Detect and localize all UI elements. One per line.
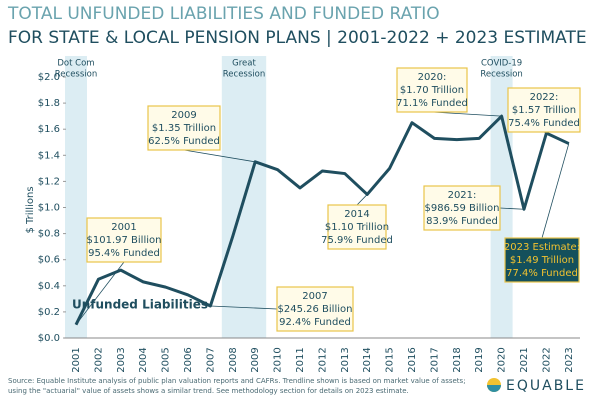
annotation-box xyxy=(327,204,387,250)
annotation-text: 75.9% Funded xyxy=(321,235,393,246)
x-tick-label: 2005 xyxy=(161,347,172,372)
x-tick-label: 2009 xyxy=(250,347,261,372)
logo: EQUABLE xyxy=(487,378,586,394)
annotation-box xyxy=(504,237,580,283)
x-tick-label: 2002 xyxy=(93,347,104,372)
annotation-text: 2020: xyxy=(418,72,447,83)
x-tick-label: 2003 xyxy=(116,347,127,372)
annotation-box xyxy=(276,286,354,332)
recession-label: Recession xyxy=(223,70,265,80)
y-tick-label: $1.4 xyxy=(38,150,60,161)
annotation-box xyxy=(507,87,581,133)
y-tick-label: $1.8 xyxy=(38,98,60,109)
recession-label: Great xyxy=(232,59,256,69)
annotation-box xyxy=(86,217,162,263)
logo-icon xyxy=(487,385,501,392)
leader-line xyxy=(210,305,278,310)
x-tick-label: 2012 xyxy=(317,347,328,372)
annotation-text: 2007 xyxy=(302,291,327,302)
leader-line xyxy=(356,194,368,206)
x-tick-label: 2023 xyxy=(564,347,575,372)
leader-line xyxy=(75,261,125,325)
leader-line xyxy=(431,111,502,117)
x-tick-label: 2004 xyxy=(138,347,149,372)
annotation-box xyxy=(147,105,221,151)
annotation-text: 77.4% Funded xyxy=(506,268,578,279)
annotation-text: $1.57 Trillion xyxy=(512,105,576,116)
annotation-box xyxy=(396,67,468,113)
y-tick-label: $0.4 xyxy=(38,281,60,292)
y-tick-label: $1.2 xyxy=(38,176,60,187)
annotation-text: $1.10 Trillion xyxy=(325,222,389,233)
annotation-text: $1.49 Trillion xyxy=(510,255,574,266)
x-tick-label: 2014 xyxy=(362,347,373,372)
annotation-text: 83.9% Funded xyxy=(426,216,498,227)
annotation-text: $101.97 Billion xyxy=(87,235,162,246)
leader-line xyxy=(183,149,256,163)
y-tick-label: $0.8 xyxy=(38,229,60,240)
annotation-text: $245.26 Billion xyxy=(278,304,353,315)
annotation-text: 2001 xyxy=(111,222,136,233)
x-tick-label: 2021 xyxy=(519,347,530,372)
annotation-text: 95.4% Funded xyxy=(88,248,160,259)
y-tick-label: $1.6 xyxy=(38,124,60,135)
data-line xyxy=(74,114,570,326)
y-tick-label: $0.6 xyxy=(38,255,60,266)
annotation-text: $1.70 Trillion xyxy=(400,85,464,96)
chart-title: TOTAL UNFUNDED LIABILITIES AND FUNDED RA… xyxy=(7,4,440,24)
x-tick-label: 2015 xyxy=(385,347,396,372)
recession-label: COVID-19 xyxy=(481,59,522,69)
annotation-text: 2014 xyxy=(344,209,369,220)
x-tick-label: 2008 xyxy=(228,347,239,372)
annotation-text: 2022: xyxy=(530,92,559,103)
annotation-text: $1.35 Trillion xyxy=(152,123,216,134)
recession-label: Dot Com xyxy=(57,59,94,69)
recession-label: Recession xyxy=(55,70,97,80)
x-tick-label: 2019 xyxy=(474,347,485,372)
x-tick-label: 2007 xyxy=(205,347,216,372)
annotation-text: 62.5% Funded xyxy=(148,136,220,147)
x-tick-label: 2011 xyxy=(295,347,306,372)
x-tick-label: 2013 xyxy=(340,347,351,372)
x-tick-label: 2010 xyxy=(273,347,284,372)
y-tick-label: $2.0 xyxy=(38,72,60,83)
leader-line xyxy=(499,207,525,210)
annotation-text: 75.4% Funded xyxy=(508,118,580,129)
chart-subtitle: FOR STATE & LOCAL PENSION PLANS | 2001-2… xyxy=(8,28,587,48)
x-tick-label: 2006 xyxy=(183,347,194,372)
x-tick-label: 2001 xyxy=(71,347,82,372)
annotation-box xyxy=(423,185,501,231)
x-tick-label: 2018 xyxy=(452,347,463,372)
annotation-text: 92.4% Funded xyxy=(279,317,351,328)
recession-band xyxy=(65,56,87,338)
y-axis-label: $ Trillions xyxy=(25,186,36,233)
x-tick-label: 2016 xyxy=(407,347,418,372)
x-tick-label: 2022 xyxy=(541,347,552,372)
x-tick-label: 2020 xyxy=(497,347,508,372)
y-tick-label: $1.0 xyxy=(38,203,60,214)
leader-line xyxy=(541,143,570,239)
annotation-text: 71.1% Funded xyxy=(396,98,468,109)
annotation-text: 2021: xyxy=(448,190,477,201)
annotation-text: 2023 Estimate: xyxy=(504,242,580,253)
source: using the "actuarial" value of assets sh… xyxy=(8,387,409,395)
x-tick-label: 2017 xyxy=(429,347,440,372)
logo-text: EQUABLE xyxy=(506,378,586,394)
annotation-text: $986.59 Billion xyxy=(425,203,500,214)
source: Source: Equable Institute analysis of pu… xyxy=(8,377,466,385)
y-tick-label: $0.0 xyxy=(38,333,60,344)
recession-label: Recession xyxy=(480,70,522,80)
annotation-text: 2009 xyxy=(171,110,196,121)
y-tick-label: $0.2 xyxy=(38,307,60,318)
series-label: Unfunded Liabilities xyxy=(72,298,208,312)
